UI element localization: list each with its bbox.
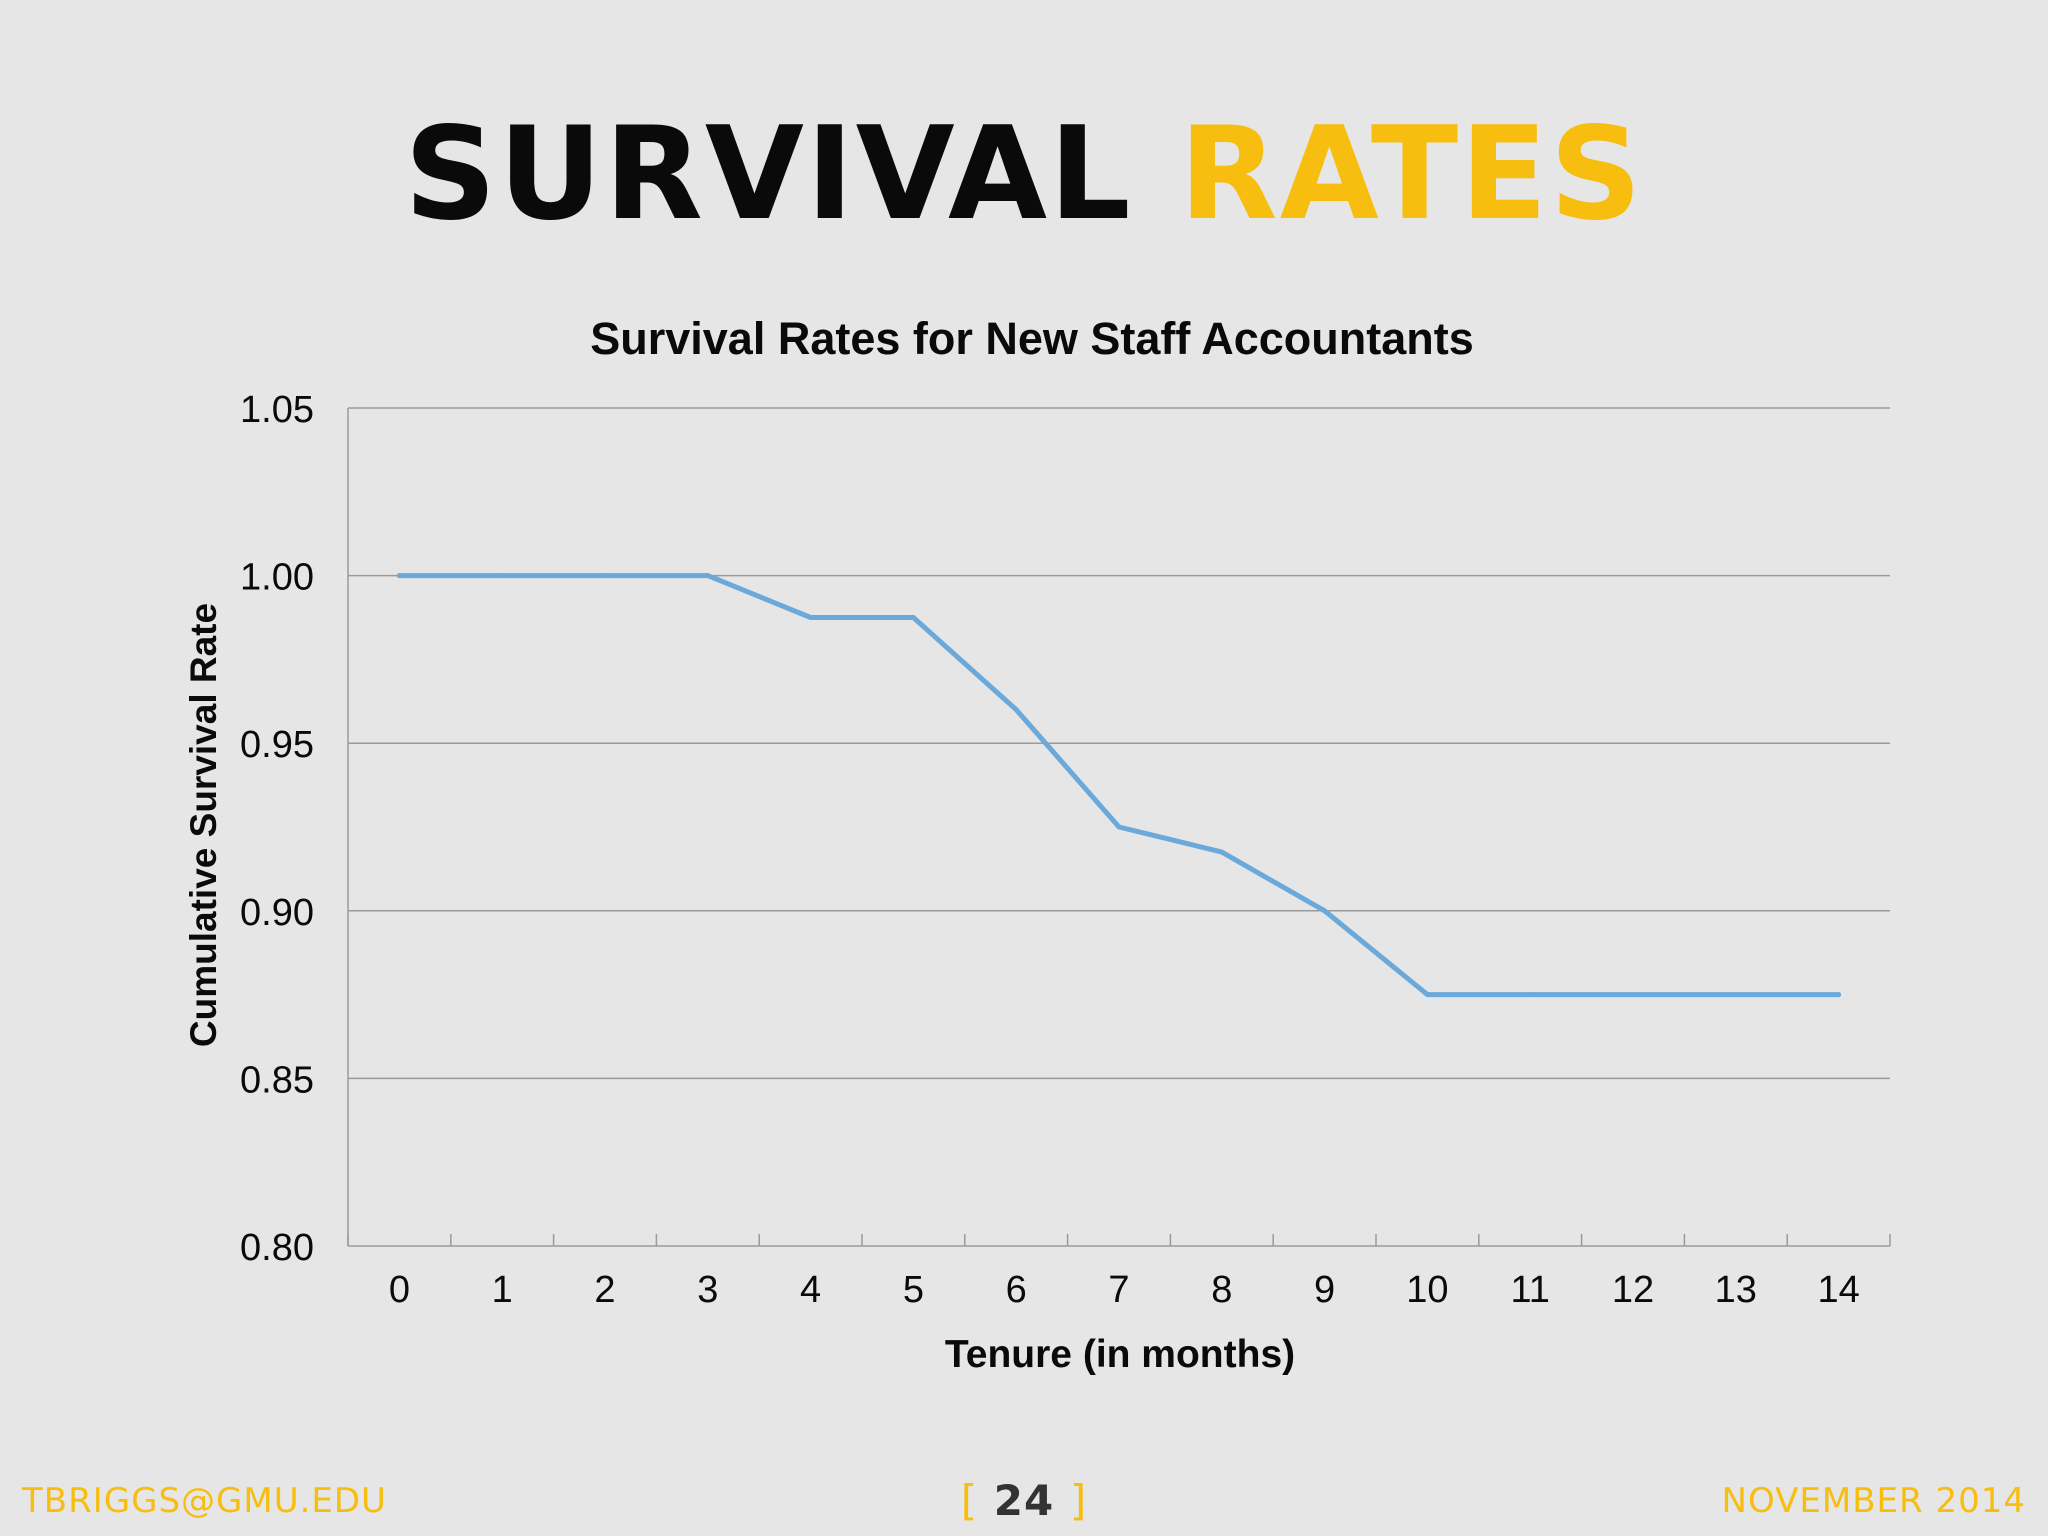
- data-point: [910, 615, 916, 620]
- x-tick-label: 1: [492, 1269, 513, 1311]
- data-point: [602, 573, 608, 579]
- x-tick-label: 5: [903, 1269, 924, 1311]
- y-tick-label: 0.90: [240, 892, 314, 934]
- footer-email: TBRIGGS@GMU.EDU: [22, 1481, 387, 1521]
- data-point: [1527, 992, 1533, 998]
- grid-lines: [348, 407, 1890, 1080]
- x-tick-label: 7: [1108, 1269, 1129, 1311]
- data-point: [1219, 849, 1225, 855]
- survival-line-chart: Survival Rates for New Staff Accountants…: [183, 313, 1891, 1376]
- data-point: [808, 615, 814, 620]
- page-bracket-open: [: [960, 1476, 979, 1525]
- y-tick-label: 1.00: [240, 557, 314, 599]
- y-axis-label: Cumulative Survival Rate: [183, 603, 224, 1047]
- y-tick-label: 0.80: [240, 1227, 314, 1269]
- page-bracket-close: ]: [1069, 1476, 1088, 1525]
- x-tick-label: 2: [594, 1269, 615, 1311]
- x-axis: 0 1 2 3 4 5 6 7 8 9 10 11 12 13 14: [347, 1234, 1891, 1311]
- x-tick-label: 8: [1211, 1269, 1232, 1311]
- title-part-dark: SURVIVAL: [404, 100, 1133, 249]
- x-tick-label: 0: [389, 1269, 410, 1311]
- footer-date: NOVEMBER 2014: [1721, 1481, 2026, 1521]
- x-tick-label: 12: [1612, 1269, 1654, 1311]
- x-axis-label: Tenure (in months): [945, 1333, 1295, 1376]
- data-point: [1836, 992, 1842, 998]
- x-tick-label: 4: [800, 1269, 821, 1311]
- x-tick-label: 13: [1715, 1269, 1757, 1311]
- y-tick-label: 0.95: [240, 724, 314, 766]
- data-point: [1116, 824, 1122, 830]
- data-point: [1630, 992, 1636, 998]
- chart-title: Survival Rates for New Staff Accountants: [590, 313, 1474, 364]
- data-point: [396, 573, 402, 579]
- page-number: 24: [993, 1476, 1055, 1525]
- series-group: [396, 573, 1842, 998]
- title-part-accent: RATES: [1179, 100, 1644, 249]
- footer-page-number: [ 24 ]: [0, 1480, 2048, 1522]
- data-point: [1013, 707, 1019, 713]
- x-tick-label: 9: [1314, 1269, 1335, 1311]
- y-tick-label: 1.05: [240, 389, 314, 431]
- data-point: [1733, 992, 1739, 998]
- series-line: [396, 573, 1842, 998]
- data-point: [1322, 908, 1328, 914]
- data-point: [1424, 992, 1430, 998]
- slide-title: SURVIVAL RATES: [0, 100, 2048, 250]
- x-tick-label: 10: [1406, 1269, 1448, 1311]
- x-tick-label: 14: [1817, 1269, 1859, 1311]
- x-tick-label: 3: [697, 1269, 718, 1311]
- data-point: [499, 573, 505, 579]
- y-tick-label: 0.85: [240, 1059, 314, 1101]
- data-point: [705, 573, 711, 579]
- x-tick-label: 6: [1006, 1269, 1027, 1311]
- y-axis: 0.80 0.85 0.90 0.95 1.00 1.05: [240, 389, 349, 1269]
- x-tick-label: 11: [1510, 1269, 1549, 1311]
